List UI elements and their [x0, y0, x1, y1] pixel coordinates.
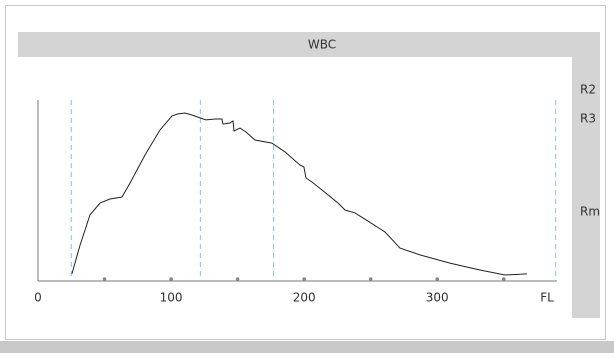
- chart-title: WBC: [308, 38, 336, 52]
- x-minor-tick: [368, 277, 373, 281]
- x-minor-tick: [435, 277, 440, 281]
- x-minor-tick: [501, 277, 506, 281]
- histogram-line: [71, 112, 527, 276]
- x-tick-label: 0: [34, 291, 42, 305]
- x-axis-label: FL: [540, 291, 554, 305]
- x-minor-tick: [169, 277, 173, 281]
- x-minor-tick: [235, 277, 240, 281]
- x-minor-tick: [102, 277, 107, 281]
- side-label: R3: [580, 112, 596, 126]
- x-tick-label: 300: [426, 291, 449, 305]
- header-band: [18, 32, 600, 57]
- side-label: Rm: [580, 205, 600, 219]
- x-tick-label: 100: [160, 291, 183, 305]
- side-label: R2: [580, 83, 596, 97]
- side-panel: [572, 57, 600, 318]
- x-tick-label: 200: [293, 291, 316, 305]
- bottom-bar: [0, 341, 614, 353]
- panel-border: [5, 5, 606, 340]
- x-minor-tick: [302, 277, 306, 281]
